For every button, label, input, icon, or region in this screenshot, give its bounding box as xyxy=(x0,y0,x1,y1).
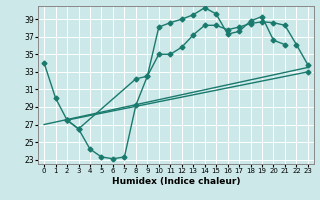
X-axis label: Humidex (Indice chaleur): Humidex (Indice chaleur) xyxy=(112,177,240,186)
